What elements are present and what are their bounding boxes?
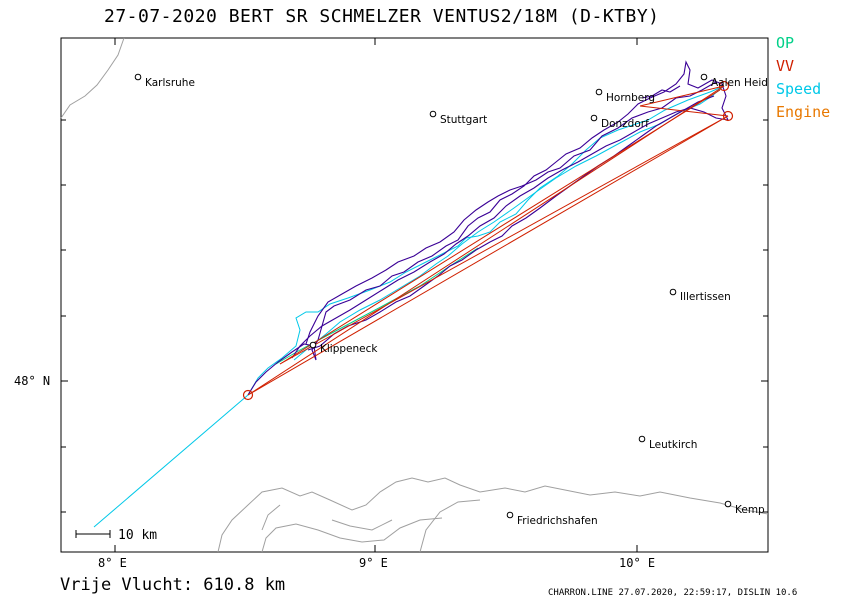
city-illertissen: Illertissen [680, 291, 731, 303]
legend-speed: Speed [776, 80, 822, 98]
city-stuttgart: Stuttgart [440, 114, 487, 126]
task-line [247, 85, 729, 396]
speed-track [93, 85, 725, 528]
x-tick-10e: 10° E [619, 556, 655, 570]
legend-engine: Engine [776, 103, 831, 121]
city-donzdorf: Donzdorf [601, 118, 649, 130]
op-track [275, 247, 479, 365]
x-tick-9e: 9° E [359, 556, 388, 570]
footer-credit: CHARRON.LINE 27.07.2020, 22:59:17, DISLI… [548, 588, 798, 598]
legend-op: OP [776, 34, 795, 52]
city-leutkirch: Leutkirch [649, 439, 697, 451]
axis-ticks [61, 38, 768, 552]
city-aalen-heid: Aalen Heid [711, 77, 768, 89]
city-kemp: Kemp [735, 504, 765, 516]
city-friedrichshafen: Friedrichshafen [517, 515, 598, 527]
x-tick-8e: 8° E [98, 556, 127, 570]
terrain-lines [60, 37, 769, 553]
scale-bar-label: 10 km [118, 528, 157, 543]
city-markers [134, 73, 732, 519]
map-frame [60, 37, 769, 553]
city-klippeneck: Klippeneck [320, 343, 378, 355]
scale-bar [75, 530, 111, 538]
y-tick-48n: 48° N [14, 374, 50, 388]
legend-vv: VV [776, 57, 795, 75]
task-points [242, 80, 734, 401]
free-flight-distance: Vrije Vlucht: 610.8 km [60, 575, 286, 595]
flight-title: 27-07-2020 BERT SR SCHMELZER VENTUS2/18M… [104, 6, 660, 27]
city-karlsruhe: Karlsruhe [145, 77, 195, 89]
city-hornberg: Hornberg [606, 92, 655, 104]
